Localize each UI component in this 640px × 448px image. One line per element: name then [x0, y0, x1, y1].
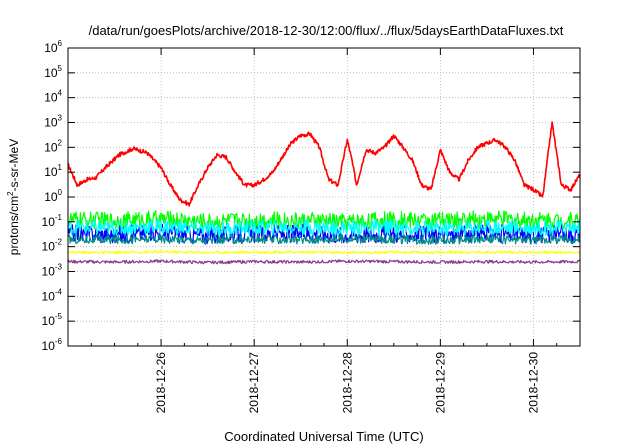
- y-tick-exp: -4: [55, 287, 63, 296]
- y-tick-label: 10-4: [42, 287, 63, 303]
- series-line-6: [67, 250, 581, 255]
- y-tick-base: 10: [42, 314, 56, 328]
- y-tick-exp: -3: [55, 263, 63, 272]
- y-tick-label: 106: [44, 39, 62, 55]
- y-tick-exp: 3: [58, 114, 63, 123]
- y-tick-base: 10: [42, 265, 56, 279]
- y-tick-exp: -2: [55, 238, 63, 247]
- y-tick-base: 10: [44, 66, 58, 80]
- y-tick-label: 105: [44, 64, 62, 80]
- series-line-1: [67, 121, 581, 207]
- y-tick-base: 10: [44, 165, 58, 179]
- y-tick-base: 10: [44, 116, 58, 130]
- y-tick-label: 100: [44, 188, 62, 204]
- y-tick-exp: 5: [58, 64, 63, 73]
- grid-lines: [68, 48, 580, 346]
- y-tick-label: 10-3: [42, 263, 63, 279]
- x-tick-label: 2018-12-29: [433, 352, 447, 414]
- y-tick-labels: 10610510410310210110010-110-210-310-410-…: [42, 39, 63, 353]
- y-tick-label: 104: [44, 89, 62, 105]
- x-tick-label: 2018-12-27: [247, 352, 261, 414]
- x-tick-label: 2018-12-26: [154, 352, 168, 414]
- y-tick-base: 10: [44, 41, 58, 55]
- series-layer: [67, 121, 581, 265]
- x-tick-labels: 2018-12-26 2018-12-27 2018-12-28 2018-12-29…: [154, 352, 540, 414]
- y-tick-exp: 0: [58, 188, 63, 197]
- x-axis-label: Coordinated Universal Time (UTC): [224, 429, 423, 444]
- y-tick-label: 10-1: [42, 213, 63, 229]
- y-tick-label: 102: [44, 138, 62, 154]
- y-axis-label-base: protons/cm: [7, 196, 21, 255]
- y-tick-label: 10-2: [42, 238, 63, 254]
- y-tick-base: 10: [42, 339, 56, 353]
- y-tick-label: 101: [44, 163, 62, 179]
- y-tick-label: 10-6: [42, 337, 63, 353]
- y-axis-label-rest: -s-sr-MeV: [7, 139, 21, 192]
- y-tick-label: 103: [44, 114, 62, 130]
- series-line-5: [67, 233, 581, 245]
- plot-frame: [67, 47, 581, 347]
- series-line-4: [67, 219, 581, 237]
- y-tick-base: 10: [42, 289, 56, 303]
- y-tick-base: 10: [42, 215, 56, 229]
- y-tick-label: 10-5: [42, 312, 63, 328]
- x-tick-label: 2018-12-30: [526, 352, 540, 414]
- y-tick-base: 10: [44, 91, 58, 105]
- y-tick-exp: 4: [58, 89, 63, 98]
- y-tick-exp: -1: [55, 213, 63, 222]
- y-tick-exp: 2: [58, 138, 63, 147]
- y-axis-label-sup: 2: [6, 191, 15, 196]
- y-tick-exp: 1: [58, 163, 63, 172]
- y-axis-label: protons/cm2-s-sr-MeV: [6, 139, 21, 255]
- y-tick-exp: -6: [55, 337, 63, 346]
- y-tick-base: 10: [44, 190, 58, 204]
- y-tick-exp: 6: [58, 39, 63, 48]
- y-tick-exp: -5: [55, 312, 63, 321]
- y-tick-base: 10: [42, 240, 56, 254]
- series-line-7: [67, 259, 581, 265]
- chart-title: /data/run/goesPlots/archive/2018-12-30/1…: [89, 23, 564, 38]
- series-line-2: [67, 210, 581, 231]
- y-tick-base: 10: [44, 140, 58, 154]
- x-tick-label: 2018-12-28: [340, 352, 354, 414]
